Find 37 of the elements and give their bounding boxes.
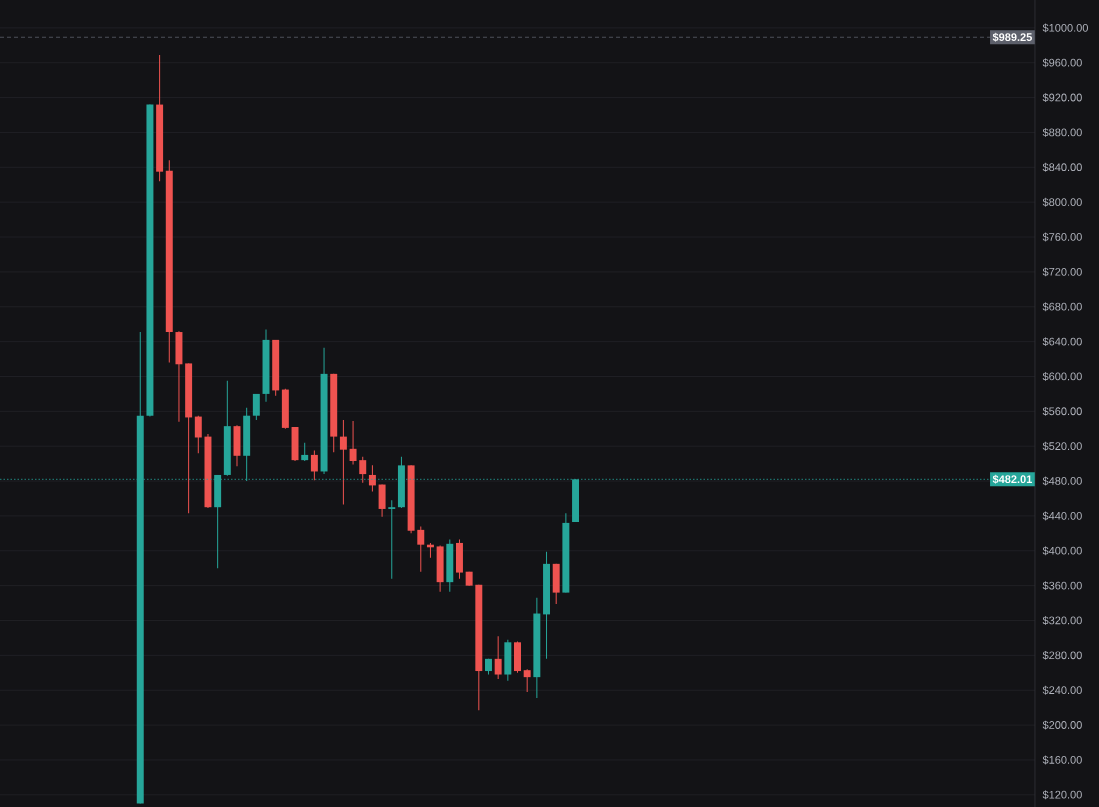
y-tick-label: $880.00 — [1042, 128, 1082, 137]
candlestick — [388, 499, 396, 580]
candlestick — [310, 450, 318, 481]
y-tick-label: $360.00 — [1042, 581, 1082, 591]
candlestick — [349, 420, 357, 465]
y-tick-label: $720.00 — [1042, 267, 1082, 277]
candlestick — [194, 415, 202, 454]
y-tick-label: $920.00 — [1042, 93, 1082, 103]
ref-line-label: $989.25 — [992, 32, 1032, 42]
y-tick-label: $1000.00 — [1042, 23, 1088, 33]
y-tick-label: $120.00 — [1042, 790, 1082, 800]
y-tick-label: $800.00 — [1042, 197, 1082, 207]
y-tick-label: $760.00 — [1042, 232, 1082, 242]
candlestick — [339, 419, 347, 506]
y-tick-label: $640.00 — [1042, 337, 1082, 347]
y-tick-label: $680.00 — [1042, 302, 1082, 312]
candlestick — [359, 456, 367, 484]
y-tick-label: $600.00 — [1042, 372, 1082, 381]
candlestick — [417, 525, 425, 573]
y-tick-label: $840.00 — [1042, 162, 1082, 172]
y-tick-label: $440.00 — [1042, 511, 1082, 521]
candlestick — [494, 635, 502, 680]
y-tick-label: $320.00 — [1042, 616, 1082, 625]
y-tick-label: $520.00 — [1042, 441, 1082, 451]
candlestick — [301, 442, 309, 462]
ref-line-label: $482.01 — [992, 474, 1032, 484]
y-tick-label: $960.00 — [1042, 58, 1082, 68]
y-tick-label: $400.00 — [1042, 546, 1082, 556]
y-tick-label: $200.00 — [1042, 720, 1082, 730]
candlestick — [523, 668, 531, 693]
y-tick-label: $240.00 — [1042, 685, 1082, 695]
candlestick — [368, 464, 376, 493]
y-tick-label: $160.00 — [1042, 755, 1082, 765]
y-tick-label: $280.00 — [1042, 650, 1082, 660]
candlestick — [252, 393, 260, 421]
y-tick-label: $480.00 — [1042, 476, 1082, 486]
y-tick-label: $560.00 — [1042, 406, 1082, 416]
